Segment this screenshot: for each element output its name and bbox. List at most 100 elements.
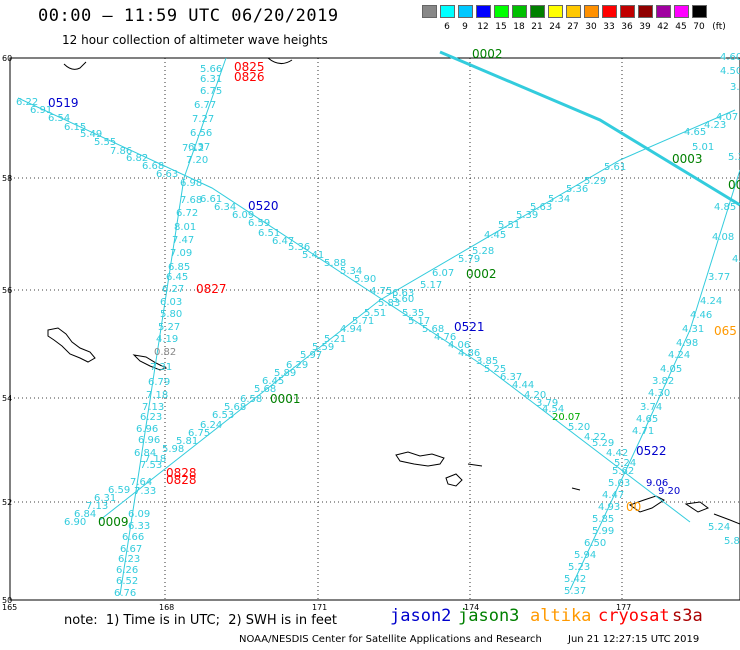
island-aleutian-7	[571, 487, 581, 491]
wave-height-value: 3.74	[640, 402, 662, 413]
scale-unit: (ft)	[712, 22, 726, 32]
wave-height-value: 5.62	[612, 466, 634, 477]
island-aleutian-3	[467, 463, 483, 467]
wave-height-value: 6.51	[258, 228, 280, 239]
wave-height-value: 4.23	[704, 120, 726, 131]
pass-time-label: 0519	[48, 96, 79, 110]
wave-height-value: 6.76	[114, 588, 136, 599]
wave-height-value: 6.26	[116, 565, 138, 576]
wave-height-value: 4.60	[720, 52, 740, 63]
wave-height-value: 7.13	[142, 402, 164, 413]
latitude-label: 54	[2, 394, 12, 403]
wave-height-value: 4.42	[606, 448, 628, 459]
island-aleutian-6	[713, 513, 740, 525]
wave-height-value: 6.96	[138, 435, 160, 446]
scale-swatch	[440, 5, 455, 18]
wave-height-value: 5.83	[378, 298, 400, 309]
coastline-top-right	[267, 57, 293, 64]
wave-height-value: 5.71	[352, 316, 374, 327]
wave-height-value: 6.63	[156, 169, 178, 180]
wave-height-value: 4.44	[512, 380, 534, 391]
wave-height-value: 5.80	[160, 309, 182, 320]
scale-swatch	[530, 5, 545, 18]
wave-height-value: 5.20	[568, 422, 590, 433]
wave-height-value: 6.03	[160, 297, 182, 308]
scale-swatch	[458, 5, 473, 18]
scale-swatch	[656, 5, 671, 18]
wave-height-value: 4.	[732, 254, 740, 265]
track-0825	[119, 57, 227, 596]
pass-time-label: 0828	[166, 466, 197, 480]
wave-height-value: 7.31	[150, 362, 172, 373]
wave-height-value: 6.07	[432, 268, 454, 279]
wave-height-value: 6.15	[64, 122, 86, 133]
wave-height-value: 5.97	[300, 350, 322, 361]
wave-height-value: 4.65	[684, 127, 706, 138]
wave-height-value: 6.75	[188, 428, 210, 439]
wave-height-value: 6.90	[64, 517, 86, 528]
wave-height-value: 6.45	[262, 376, 284, 387]
pass-time-label: 0828	[166, 473, 197, 487]
scale-label: 39	[639, 22, 651, 32]
wave-height-value: 9.20	[658, 486, 680, 497]
latitude-label: 60	[2, 54, 12, 63]
wave-height-value: 4.47	[602, 490, 624, 501]
pass-time-label: 065	[714, 324, 737, 338]
land-masses	[47, 57, 740, 525]
satellite-tracks	[17, 50, 740, 596]
scale-label: 6	[444, 22, 450, 32]
wave-height-value: 5.68	[254, 384, 276, 395]
pass-time-label: 0825	[234, 60, 265, 74]
wave-height-value: 4.94	[340, 324, 362, 335]
wave-height-value: 5.34	[340, 266, 362, 277]
wave-height-value: 5.60	[392, 294, 414, 305]
wave-height-value: 6.67	[120, 544, 142, 555]
units-note: note: 1) Time is in UTC; 2) SWH is in fe…	[64, 613, 337, 628]
wave-height-value: 6.58	[240, 394, 262, 405]
legend-jason3: jason3	[458, 606, 520, 626]
wave-height-value: 5.36	[566, 184, 588, 195]
scale-swatch	[584, 5, 599, 18]
wave-height-value: 6.85	[168, 262, 190, 273]
scale-label: 36	[621, 22, 633, 32]
wave-height-value: 6.54	[48, 113, 70, 124]
wave-height-value: 4.31	[682, 324, 704, 335]
wave-height-value: 5.51	[364, 308, 386, 319]
pass-time-label: 0003	[672, 152, 703, 166]
wave-height-value: 6.91	[30, 105, 52, 116]
wave-height-value: 5.28	[472, 246, 494, 257]
wave-height-value: 6.56	[190, 128, 212, 139]
wave-height-value: 6.53	[212, 410, 234, 421]
longitude-label: 168	[159, 603, 174, 612]
scale-label: 70	[693, 22, 705, 32]
track-0003	[439, 50, 740, 207]
wave-height-value: 3.79	[536, 398, 558, 409]
wave-height-value: 4.24	[668, 350, 690, 361]
wave-height-value: 4.54	[542, 404, 564, 415]
scale-swatch	[548, 5, 563, 18]
wave-height-value: 5.89	[274, 368, 296, 379]
wave-height-value: 7.18	[144, 454, 166, 465]
scale-label: 27	[567, 22, 579, 32]
wave-height-value: 5.68	[422, 324, 444, 335]
wave-height-value: 6.37	[500, 372, 522, 383]
coastline-top	[63, 61, 87, 70]
wave-height-value: 0.82	[154, 347, 176, 358]
wave-height-value: 5.03	[608, 478, 630, 489]
scale-label: 18	[513, 22, 525, 32]
wave-height-value: 6.09	[232, 210, 254, 221]
scale-label: 9	[462, 22, 468, 32]
wave-height-value: 6.72	[176, 208, 198, 219]
wave-height-value: 5.25	[484, 364, 506, 375]
pass-time-label: 0009	[98, 515, 129, 529]
wave-height-value: 4.19	[156, 334, 178, 345]
wave-height-value: 4.06	[448, 340, 470, 351]
pass-time-label: 00	[728, 178, 740, 192]
wave-height-value: 3.82	[652, 376, 674, 387]
wave-height-value: 4.07	[716, 112, 738, 123]
latitude-label: 58	[2, 174, 12, 183]
wave-height-value: 7.27	[192, 114, 214, 125]
longitude-label: 177	[616, 603, 631, 612]
wave-height-value: 5.27	[158, 322, 180, 333]
island-aleutian-4	[628, 495, 665, 513]
